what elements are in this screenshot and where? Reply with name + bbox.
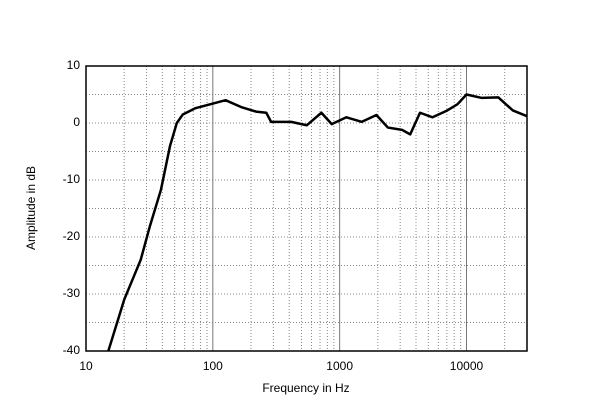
y-tick-label: -30 <box>63 286 81 300</box>
x-tick-label: 10000 <box>450 359 484 373</box>
plot-frame <box>85 65 528 352</box>
y-tick-label: 0 <box>73 115 80 129</box>
x-axis-title: Frequency in Hz <box>262 381 349 395</box>
y-tick-label: -10 <box>63 172 81 186</box>
y-tick-label: -40 <box>63 343 81 357</box>
x-tick-label: 100 <box>203 359 223 373</box>
x-tick-label: 10 <box>79 359 93 373</box>
x-tick-label: 1000 <box>326 359 353 373</box>
y-axis-title: Amplitude in dB <box>24 166 38 250</box>
y-tick-label: -20 <box>63 229 81 243</box>
y-tick-label: 10 <box>67 58 81 72</box>
response-line <box>107 93 528 352</box>
